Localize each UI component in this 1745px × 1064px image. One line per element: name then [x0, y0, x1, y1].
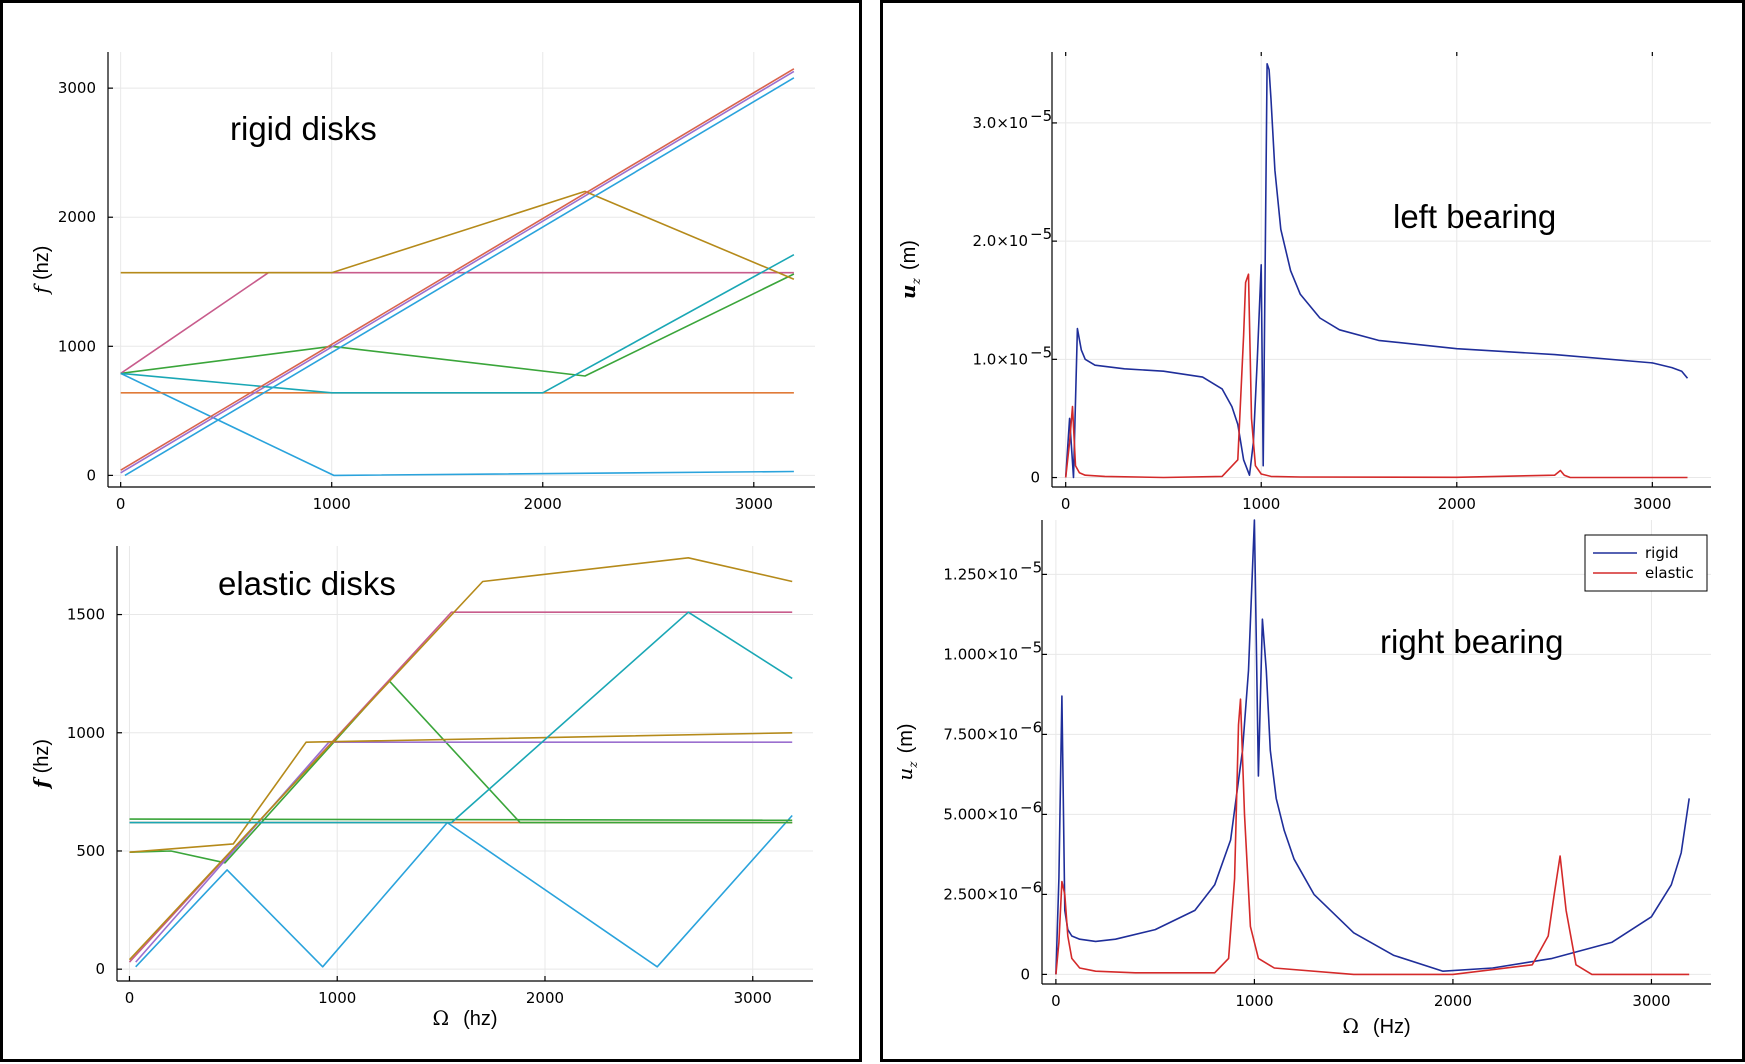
y-tick-label: 3.0×10 — [972, 114, 1028, 132]
x-axis-unit: (hz) — [463, 1008, 497, 1030]
x-tick-label: 2000 — [1438, 495, 1476, 513]
y-axis-unit: (m) — [898, 240, 920, 270]
x-tick-label: 0 — [1061, 495, 1071, 513]
x-tick-label: 0 — [1051, 992, 1061, 1010]
x-tick-label: 2000 — [524, 495, 562, 513]
series-line-7 — [120, 68, 795, 471]
x-tick-label: 1000 — [1242, 495, 1280, 513]
legend: rigid elastic — [1584, 534, 1708, 592]
y-axis-unit: (hz) — [31, 739, 53, 773]
y-tick-label: 0 — [1030, 469, 1040, 487]
y-tick-exponent: −5 — [1030, 343, 1052, 361]
series-line-3 — [120, 271, 794, 375]
y-tick-label: 2.500×10 — [943, 885, 1018, 903]
series-line-6 — [129, 732, 793, 853]
y-tick-label: 2000 — [58, 208, 96, 226]
series-line-8 — [124, 77, 795, 477]
y-tick-label: 5.000×10 — [943, 805, 1018, 823]
y-axis-symbol: f — [29, 776, 53, 790]
left-panel — [0, 0, 862, 1062]
y-tick-label: 3000 — [58, 79, 96, 97]
y-axis-title: uz (m) — [893, 723, 920, 780]
y-axis-unit: (hz) — [31, 246, 53, 280]
x-tick-label: 3000 — [1633, 495, 1671, 513]
y-tick-exponent: −5 — [1020, 558, 1042, 576]
right-panel — [880, 0, 1745, 1062]
x-tick-label: 3000 — [1632, 992, 1670, 1010]
y-tick-label: 1000 — [67, 724, 105, 742]
y-tick-label: 0 — [86, 466, 96, 484]
legend-label-elastic: elastic — [1645, 564, 1694, 582]
x-tick-label: 0 — [125, 989, 135, 1007]
y-axis-title: uz (m) — [896, 240, 923, 299]
x-axis-title: Ω (Hz) — [1342, 1014, 1410, 1038]
series-line-7 — [128, 556, 793, 961]
series-line-0 — [120, 372, 794, 477]
x-tick-label: 2000 — [526, 989, 564, 1007]
y-tick-label: 1.0×10 — [972, 350, 1028, 368]
y-tick-label: 1000 — [58, 337, 96, 355]
y-tick-label: 1.250×10 — [943, 565, 1018, 583]
y-tick-label: 1500 — [67, 606, 105, 624]
legend-label-rigid: rigid — [1645, 544, 1679, 562]
chart-elastic: 0 1000 2000 3000 0 500 1000 1500 f (hz) Ω (hz) elast… — [29, 546, 813, 1030]
series-line-4 — [120, 70, 795, 474]
y-tick-label: 500 — [76, 842, 105, 860]
series-line-8 — [129, 611, 793, 824]
y-axis-title: f (hz) — [29, 739, 53, 790]
x-axis-title: Ω (hz) — [432, 1006, 497, 1030]
x-tick-label: 2000 — [1434, 992, 1472, 1010]
x-axis-unit: (Hz) — [1373, 1016, 1411, 1038]
y-axis-subscript: z — [906, 761, 920, 769]
chart-rigid: 0 1000 2000 3000 0 1000 2000 3000 f (hz) rigid dis… — [29, 52, 815, 513]
series-line-3 — [129, 679, 793, 864]
y-tick-exponent: −5 — [1030, 225, 1052, 243]
annotation-label: rigid disks — [230, 110, 377, 147]
series-line-elastic — [1064, 273, 1688, 479]
x-tick-label: 3000 — [735, 495, 773, 513]
series-line-rigid — [1055, 519, 1690, 975]
y-axis-subscript: z — [909, 277, 923, 285]
y-tick-exponent: −5 — [1030, 107, 1052, 125]
series-line-5 — [120, 190, 795, 280]
y-tick-label: 0 — [95, 960, 105, 978]
x-axis-symbol: Ω — [432, 1006, 449, 1030]
legend-box — [1584, 534, 1708, 592]
y-tick-label: 1.000×10 — [943, 645, 1018, 663]
y-axis-symbol: f — [29, 282, 53, 295]
annotation-label: right bearing — [1380, 623, 1563, 660]
x-tick-label: 0 — [116, 495, 126, 513]
y-axis-symbol: u — [896, 284, 920, 299]
y-tick-exponent: −6 — [1020, 878, 1042, 896]
y-tick-exponent: −6 — [1020, 718, 1042, 736]
x-tick-label: 3000 — [734, 989, 772, 1007]
y-axis-unit: (m) — [895, 723, 917, 753]
x-tick-label: 1000 — [313, 495, 351, 513]
y-tick-exponent: −5 — [1020, 638, 1042, 656]
x-tick-label: 1000 — [1235, 992, 1273, 1010]
series-line-elastic — [1055, 698, 1690, 976]
y-tick-exponent: −6 — [1020, 798, 1042, 816]
series-line-0 — [135, 814, 793, 968]
y-tick-label: 7.500×10 — [943, 725, 1018, 743]
y-axis-symbol: u — [893, 768, 917, 781]
series-line-2 — [129, 818, 793, 822]
annotation-label: left bearing — [1393, 198, 1556, 235]
annotation-label: elastic disks — [218, 565, 396, 602]
x-axis-symbol: Ω — [1342, 1014, 1359, 1038]
y-axis-title: f (hz) — [29, 246, 53, 296]
x-tick-label: 1000 — [318, 989, 356, 1007]
series-line-4 — [128, 611, 793, 963]
series-line-6 — [120, 253, 795, 394]
y-tick-label: 0 — [1020, 965, 1030, 983]
series-line-rigid — [1064, 62, 1689, 479]
y-tick-label: 2.0×10 — [972, 232, 1028, 250]
series-line-2 — [120, 273, 795, 377]
